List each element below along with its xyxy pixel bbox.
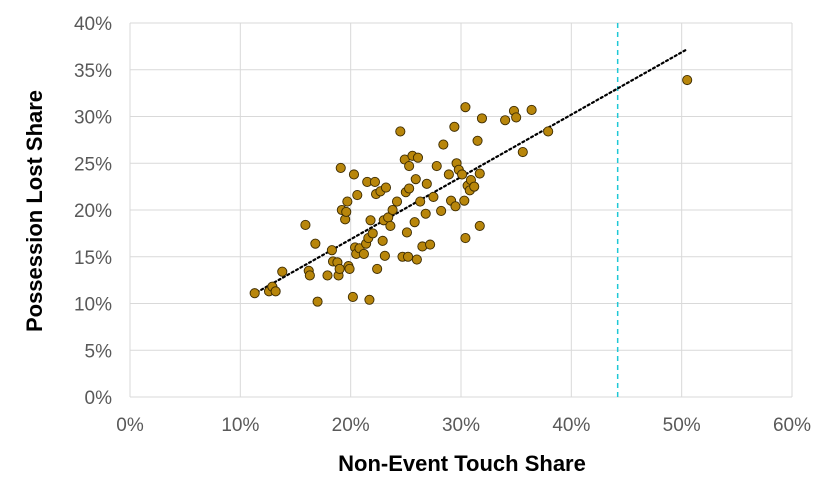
y-tick-label: 25%	[74, 154, 112, 175]
data-point	[365, 215, 376, 226]
data-point	[304, 270, 315, 281]
data-point	[412, 152, 424, 163]
data-point	[425, 239, 436, 250]
data-point	[457, 169, 468, 180]
data-point	[358, 248, 369, 259]
data-point	[277, 266, 288, 277]
data-point	[334, 263, 345, 274]
data-point	[326, 245, 337, 256]
trendline-layer	[255, 48, 689, 294]
y-tick-label: 30%	[74, 108, 112, 129]
data-point	[372, 263, 383, 274]
data-point	[300, 219, 311, 231]
data-point	[500, 115, 511, 126]
data-point	[322, 270, 333, 281]
data-point	[347, 291, 358, 303]
data-point	[270, 286, 281, 297]
x-tick-label: 0%	[116, 415, 144, 436]
x-tick-label: 40%	[552, 415, 590, 436]
data-point	[348, 169, 360, 180]
x-tick-label: 50%	[663, 415, 701, 436]
data-point	[428, 191, 439, 202]
data-point	[411, 254, 422, 265]
data-point	[449, 121, 460, 132]
data-point	[421, 178, 432, 189]
x-axis-title: Non-Event Touch Share	[338, 451, 586, 476]
data-point	[420, 208, 431, 219]
data-point	[391, 196, 403, 207]
data-point	[342, 196, 353, 207]
y-axis-title: Possession Lost Share	[22, 90, 47, 332]
data-point	[410, 174, 421, 185]
data-points	[249, 74, 693, 307]
y-tick-label: 0%	[85, 388, 113, 409]
data-point	[511, 112, 522, 123]
data-point	[459, 195, 470, 206]
x-tick-label: 20%	[332, 415, 370, 436]
data-point	[402, 251, 414, 262]
y-tick-label: 20%	[74, 201, 112, 222]
data-point	[352, 189, 363, 201]
data-point	[369, 176, 380, 187]
data-point	[377, 235, 388, 246]
data-point	[682, 74, 693, 86]
data-point	[409, 217, 420, 228]
data-point	[404, 183, 415, 194]
trendline	[255, 48, 689, 294]
data-point	[526, 104, 537, 116]
tick-labels: 0% 10% 20% 30% 40% 50% 60% 0% 5% 10% 15% 20% 25% 30% 3…	[74, 14, 811, 436]
data-point	[431, 161, 442, 172]
data-point	[404, 161, 415, 172]
data-point	[379, 250, 390, 261]
data-point	[310, 238, 321, 249]
data-point	[380, 182, 392, 193]
data-point	[395, 126, 406, 137]
data-point	[438, 139, 449, 150]
data-point	[543, 126, 554, 137]
data-point	[249, 288, 260, 299]
data-point	[460, 102, 471, 113]
y-tick-label: 35%	[74, 61, 112, 82]
x-tick-label: 10%	[221, 415, 259, 436]
data-point	[450, 201, 461, 212]
data-point	[517, 146, 528, 158]
gridlines	[129, 22, 793, 398]
data-point	[401, 227, 412, 238]
x-tick-label: 60%	[773, 415, 811, 436]
data-point	[344, 263, 355, 274]
data-point	[312, 296, 323, 307]
data-point	[476, 113, 488, 124]
y-tick-label: 10%	[74, 295, 112, 316]
data-point	[472, 135, 483, 146]
data-point	[436, 205, 447, 216]
data-point	[335, 162, 346, 173]
data-point	[474, 220, 485, 231]
data-point	[415, 196, 426, 207]
y-tick-label: 5%	[85, 341, 113, 362]
data-point	[469, 181, 480, 192]
data-point	[460, 232, 471, 244]
data-point	[443, 169, 454, 180]
data-point	[387, 204, 398, 216]
y-tick-label: 15%	[74, 248, 112, 269]
data-point	[474, 168, 485, 179]
data-point	[385, 220, 396, 231]
data-point	[364, 294, 375, 305]
data-point	[367, 228, 378, 239]
x-tick-label: 30%	[442, 415, 480, 436]
data-point	[341, 206, 352, 217]
y-tick-label: 40%	[74, 14, 112, 35]
